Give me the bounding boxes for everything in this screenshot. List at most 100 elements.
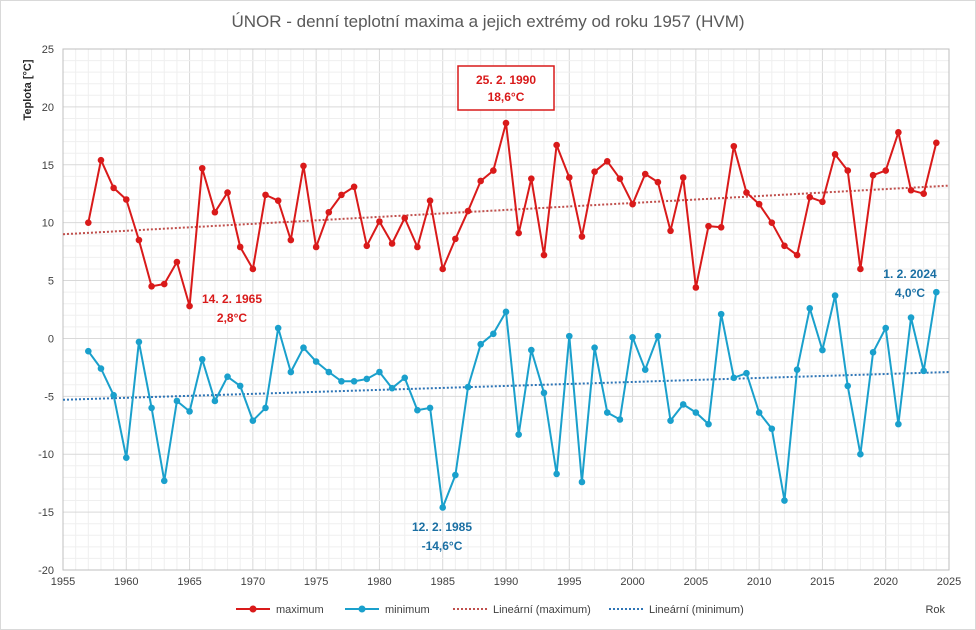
data-point-minimum xyxy=(591,344,598,352)
data-point-minimum xyxy=(110,391,117,399)
data-point-minimum xyxy=(376,368,383,376)
data-point-minimum xyxy=(274,324,282,332)
annotation-max-date: 25. 2. 1990 xyxy=(476,73,536,87)
data-point-minimum xyxy=(426,404,434,412)
data-point-maximum xyxy=(591,168,598,176)
data-point-minimum xyxy=(325,368,333,376)
annotation-highest-min-value: 4,0°C xyxy=(895,286,925,300)
x-tick-label: 1975 xyxy=(304,576,328,588)
y-tick-label: -10 xyxy=(38,449,54,461)
data-point-maximum xyxy=(768,219,776,226)
data-point-maximum xyxy=(186,302,193,310)
data-point-maximum xyxy=(831,151,839,158)
data-point-maximum xyxy=(122,196,130,203)
legend-label-trend-minimum: Lineární (minimum) xyxy=(649,604,744,616)
data-point-maximum xyxy=(173,258,181,266)
data-point-maximum xyxy=(401,214,409,222)
legend-item-minimum: minimum xyxy=(345,604,430,616)
data-point-maximum xyxy=(806,193,814,201)
annotation-min-date: 12. 2. 1985 xyxy=(412,520,472,534)
annotation-highest-min-date: 1. 2. 2024 xyxy=(883,267,937,281)
data-point-maximum xyxy=(654,178,662,186)
x-tick-label: 1995 xyxy=(557,576,581,588)
data-point-maximum xyxy=(717,223,725,231)
y-tick-labels: -20 -15 -10 -5 0 5 10 15 20 25 xyxy=(38,44,54,577)
data-point-minimum xyxy=(768,425,776,433)
data-point-maximum xyxy=(857,265,864,273)
data-point-maximum xyxy=(629,200,636,208)
data-point-minimum xyxy=(490,330,497,338)
data-point-minimum xyxy=(186,408,193,415)
data-point-minimum xyxy=(502,308,510,316)
data-point-minimum xyxy=(781,497,788,504)
data-point-maximum xyxy=(211,208,219,216)
y-axis-label: Teplota [°C] xyxy=(22,59,34,120)
legend-item-trend-maximum: Lineární (maximum) xyxy=(453,604,591,616)
data-point-maximum xyxy=(616,175,624,182)
data-point-minimum xyxy=(730,374,738,382)
data-point-maximum xyxy=(553,141,560,149)
data-point-maximum xyxy=(603,158,611,165)
x-tick-label: 1960 xyxy=(114,576,138,588)
data-point-minimum xyxy=(287,368,295,376)
annotation-lowest-max-value: 2,8°C xyxy=(217,311,247,325)
data-point-minimum xyxy=(565,332,573,340)
data-point-minimum xyxy=(464,383,472,391)
data-point-maximum xyxy=(376,218,383,225)
x-tick-label: 1970 xyxy=(241,576,265,588)
data-point-minimum xyxy=(629,333,636,341)
data-point-minimum xyxy=(895,420,902,428)
data-point-minimum xyxy=(388,384,396,392)
data-point-minimum xyxy=(654,332,662,340)
data-point-maximum xyxy=(148,283,155,290)
data-point-maximum xyxy=(426,197,434,204)
data-point-maximum xyxy=(287,236,295,244)
data-point-maximum xyxy=(439,265,447,273)
y-tick-label: 25 xyxy=(42,44,54,56)
data-point-minimum xyxy=(667,417,674,424)
data-point-minimum xyxy=(743,369,750,377)
data-point-minimum xyxy=(920,367,927,375)
data-point-maximum xyxy=(350,183,358,191)
data-point-minimum xyxy=(679,401,687,408)
data-point-maximum xyxy=(502,119,510,127)
y-tick-label: 0 xyxy=(48,333,54,345)
data-point-maximum xyxy=(97,156,105,164)
legend-label-trend-maximum: Lineární (maximum) xyxy=(493,604,591,616)
data-point-maximum xyxy=(578,233,586,240)
data-point-maximum xyxy=(679,174,687,181)
legend-label-minimum: minimum xyxy=(385,604,430,616)
x-tick-label: 2005 xyxy=(684,576,708,588)
legend-item-maximum: maximum xyxy=(236,604,324,616)
data-point-maximum xyxy=(869,171,877,179)
data-point-maximum xyxy=(262,191,269,199)
data-point-minimum xyxy=(793,366,801,374)
data-point-maximum xyxy=(920,190,927,198)
data-point-maximum xyxy=(705,222,712,230)
data-point-minimum xyxy=(97,365,105,372)
data-point-minimum xyxy=(300,344,307,352)
data-point-maximum xyxy=(692,284,700,291)
data-point-maximum xyxy=(882,167,890,174)
data-point-maximum xyxy=(819,198,826,206)
data-point-minimum xyxy=(338,377,345,385)
data-point-maximum xyxy=(907,186,915,194)
annotation-max-box xyxy=(457,65,555,111)
data-point-maximum xyxy=(477,177,484,185)
data-point-maximum xyxy=(135,236,143,244)
data-point-minimum xyxy=(616,416,624,423)
data-point-minimum xyxy=(122,454,130,461)
data-point-maximum xyxy=(388,240,396,247)
data-point-minimum xyxy=(173,397,181,405)
x-tick-label: 2015 xyxy=(810,576,834,588)
data-point-minimum xyxy=(869,349,877,356)
data-point-maximum xyxy=(338,191,345,199)
data-point-maximum xyxy=(224,189,231,196)
data-point-minimum xyxy=(224,373,231,380)
y-tick-label: 20 xyxy=(42,102,54,114)
y-tick-label: -15 xyxy=(38,507,54,519)
data-point-minimum xyxy=(857,450,864,458)
data-point-minimum xyxy=(553,470,560,478)
data-point-minimum xyxy=(806,305,814,312)
x-tick-label: 1980 xyxy=(367,576,391,588)
